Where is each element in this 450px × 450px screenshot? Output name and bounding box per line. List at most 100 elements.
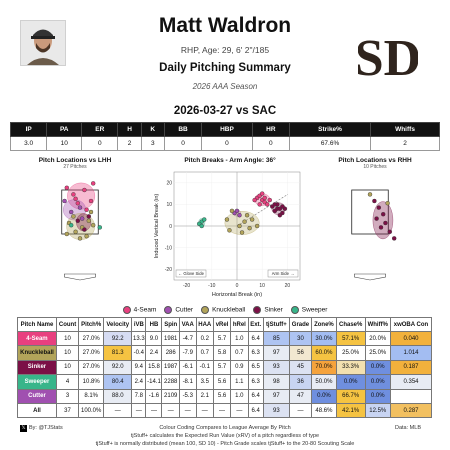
pitch-cell-all-count: 37 bbox=[55, 402, 80, 419]
arm-angle-line bbox=[236, 194, 289, 227]
break-point-32 bbox=[277, 206, 283, 211]
pitch-cell-4-seam-zone: 30.0% bbox=[311, 330, 337, 347]
data-source: Data: MLB bbox=[395, 425, 421, 431]
glove-side-box bbox=[175, 269, 207, 278]
game-stat-value-hbp: 0 bbox=[201, 136, 253, 151]
lhh-point-9 bbox=[69, 209, 74, 215]
rhh-point-6 bbox=[387, 229, 392, 234]
pitch-cell-cutter-zone: 0.0% bbox=[311, 388, 337, 404]
pitch-row-4-seam: 4-Seam 10 27.0% 92.2 13.3 9.0 1981 -4.7 0.2 5.7 1.… bbox=[17, 330, 433, 347]
lhh-point-11 bbox=[77, 205, 83, 210]
rhh-location-plot bbox=[351, 189, 397, 281]
pitch-cell-4-seam-vrel: 5.7 bbox=[212, 330, 232, 347]
lhh-plot-subtitle: 27 Pitches bbox=[63, 164, 87, 170]
lhh-point-3 bbox=[88, 198, 94, 204]
player-headshot bbox=[20, 20, 66, 66]
break-point-14 bbox=[242, 219, 247, 224]
pitch-cell-sweeper-vrel: 5.6 bbox=[212, 374, 232, 390]
lhh-point-19 bbox=[71, 214, 76, 219]
pitch-cell-all-whiff: 12.5% bbox=[364, 402, 391, 419]
pitch-cell-4-seam-hrel: 1.0 bbox=[230, 330, 249, 347]
lhh-point-24 bbox=[82, 227, 87, 232]
legend-label-sinker: Sinker bbox=[264, 306, 283, 314]
player-info: RHP, Age: 29, 6' 2"/185 bbox=[180, 45, 270, 55]
pitch-cell-cutter-whiff: 0.0% bbox=[364, 388, 391, 404]
pitch-table-header-pitch: Pitch% bbox=[78, 317, 105, 332]
lhh-location-plot bbox=[61, 181, 102, 281]
legend-label-knuckleball: Knuckleball bbox=[212, 306, 246, 314]
pitch-table-header-vrel: vRel bbox=[212, 317, 232, 332]
rhh-point-9 bbox=[385, 201, 390, 206]
pitch-cell-sinker-whiff: 0.0% bbox=[364, 359, 391, 376]
break-x-axis-label: Horizontal Break (in) bbox=[212, 292, 262, 298]
lhh-point-4 bbox=[75, 201, 80, 206]
legend-label-4-seam: 4-Seam bbox=[133, 306, 157, 314]
pitch-cell-4-seam-spin: 1981 bbox=[161, 330, 180, 347]
game-stat-header-h: H bbox=[117, 122, 142, 137]
pitch-cell-4-seam-ext: 6.4 bbox=[247, 330, 264, 347]
pitch-cell-knuckleball-chase: 25.0% bbox=[335, 345, 366, 361]
lhh-point-21 bbox=[88, 209, 94, 215]
pitch-table-header-grade: Grade bbox=[288, 317, 313, 332]
pitch-cell-knuckleball-velocity: 81.3 bbox=[103, 345, 133, 361]
break-point-16 bbox=[237, 223, 242, 229]
pitch-cell-sinker-spin: 1987 bbox=[161, 359, 180, 376]
lhh-point-8 bbox=[62, 198, 67, 204]
pitch-cell-knuckleball-tjstuff: 97 bbox=[262, 345, 290, 361]
pitch-cell-all-hrel: — bbox=[230, 402, 249, 419]
pitch-cell-sinker-hrel: 0.9 bbox=[230, 359, 249, 376]
pitch-cell-4-seam-chase: 57.1% bbox=[335, 330, 366, 347]
pitch-cell-all-velocity: — bbox=[103, 402, 133, 419]
pitch-cell-all-haa: — bbox=[195, 402, 215, 419]
pitch-row-sinker: Sinker 10 27.0% 92.0 9.4 15.8 1987 -6.1 -0.1 5.7 0… bbox=[17, 359, 433, 376]
break-ytick-label-4: 20 bbox=[166, 181, 172, 187]
pitch-cell-4-seam-hb: 9.0 bbox=[145, 330, 163, 347]
pitch-table-header-hb: HB bbox=[145, 317, 163, 332]
pitch-cell-sweeper-ext: 6.3 bbox=[247, 374, 264, 390]
pitch-cell-cutter-count: 3 bbox=[55, 388, 80, 404]
game-stat-header-bb: BB bbox=[163, 122, 203, 137]
pitch-cell-all-spin: — bbox=[161, 402, 180, 419]
game-stat-value-bb: 0 bbox=[163, 136, 203, 151]
pitch-cell-sweeper-pitch: 10.8% bbox=[78, 374, 105, 390]
pitch-cell-all-tjstuff: 93 bbox=[262, 402, 290, 419]
break-point-4 bbox=[252, 197, 257, 203]
rhh-point-7 bbox=[391, 236, 397, 241]
pitch-cell-cutter-vrel: 5.6 bbox=[212, 388, 232, 404]
break-point-21 bbox=[227, 228, 232, 233]
rhh-strike-zone bbox=[351, 189, 389, 235]
pitch-table-header-row: Pitch Name Count Pitch% Velocity iVB HB Spin VA… bbox=[17, 317, 433, 332]
rhh-point-5 bbox=[378, 225, 384, 230]
legend-swatch-4-seam bbox=[122, 306, 131, 314]
pitch-cell-4-seam-grade: 30 bbox=[288, 330, 313, 347]
pitch-cell-sweeper-hrel: 1.1 bbox=[230, 374, 249, 390]
pitch-cell-all-ivb: — bbox=[131, 402, 147, 419]
game-stat-value-h: 2 bbox=[117, 136, 142, 151]
rhh-point-3 bbox=[374, 216, 379, 221]
pitch-cell-sinker-tjstuff: 93 bbox=[262, 359, 290, 376]
pitch-cell-knuckleball-hrel: 0.7 bbox=[230, 345, 249, 361]
pitch-table-header-ext: Ext. bbox=[247, 317, 264, 332]
rhh-home-plate bbox=[354, 273, 386, 281]
lhh-point-20 bbox=[77, 236, 83, 241]
pitch-cell-all-pitch: 100.0% bbox=[78, 402, 105, 419]
pitch-cell-cutter-velocity: 88.0 bbox=[103, 388, 133, 404]
pitch-table-header-zone: Zone% bbox=[311, 317, 337, 332]
pitch-cell-sweeper-ivb: 2.4 bbox=[131, 374, 147, 390]
legend-swatch-sweeper bbox=[290, 306, 299, 314]
pitch-row-knuckleball: Knuckleball 10 27.0% 81.3 -0.4 2.4 286 -7.9 0.7 5… bbox=[17, 345, 433, 361]
game-title: 2026-03-27 vs SAC bbox=[173, 105, 277, 117]
game-stat-header-strike: Strike% bbox=[289, 122, 372, 137]
game-stat-header-whiffs: Whiffs bbox=[370, 122, 440, 137]
pitch-cell-cutter-haa: 2.1 bbox=[195, 388, 215, 404]
player-name: Matt Waldron bbox=[158, 14, 292, 37]
break-point-5 bbox=[265, 202, 270, 207]
legend-item-knuckleball: Knuckleball bbox=[201, 306, 245, 314]
break-point-20 bbox=[254, 223, 260, 229]
lhh-point-6 bbox=[73, 196, 78, 201]
pitch-cell-sweeper-spin: 2288 bbox=[161, 374, 180, 390]
pitch-cell-sinker-vaa: -6.1 bbox=[178, 359, 197, 376]
pitch-cell-4-seam-pitch-name: 4-Seam bbox=[17, 330, 57, 347]
lhh-strike-zone bbox=[61, 189, 99, 235]
pitch-cell-knuckleball-vaa: -7.9 bbox=[178, 345, 197, 361]
